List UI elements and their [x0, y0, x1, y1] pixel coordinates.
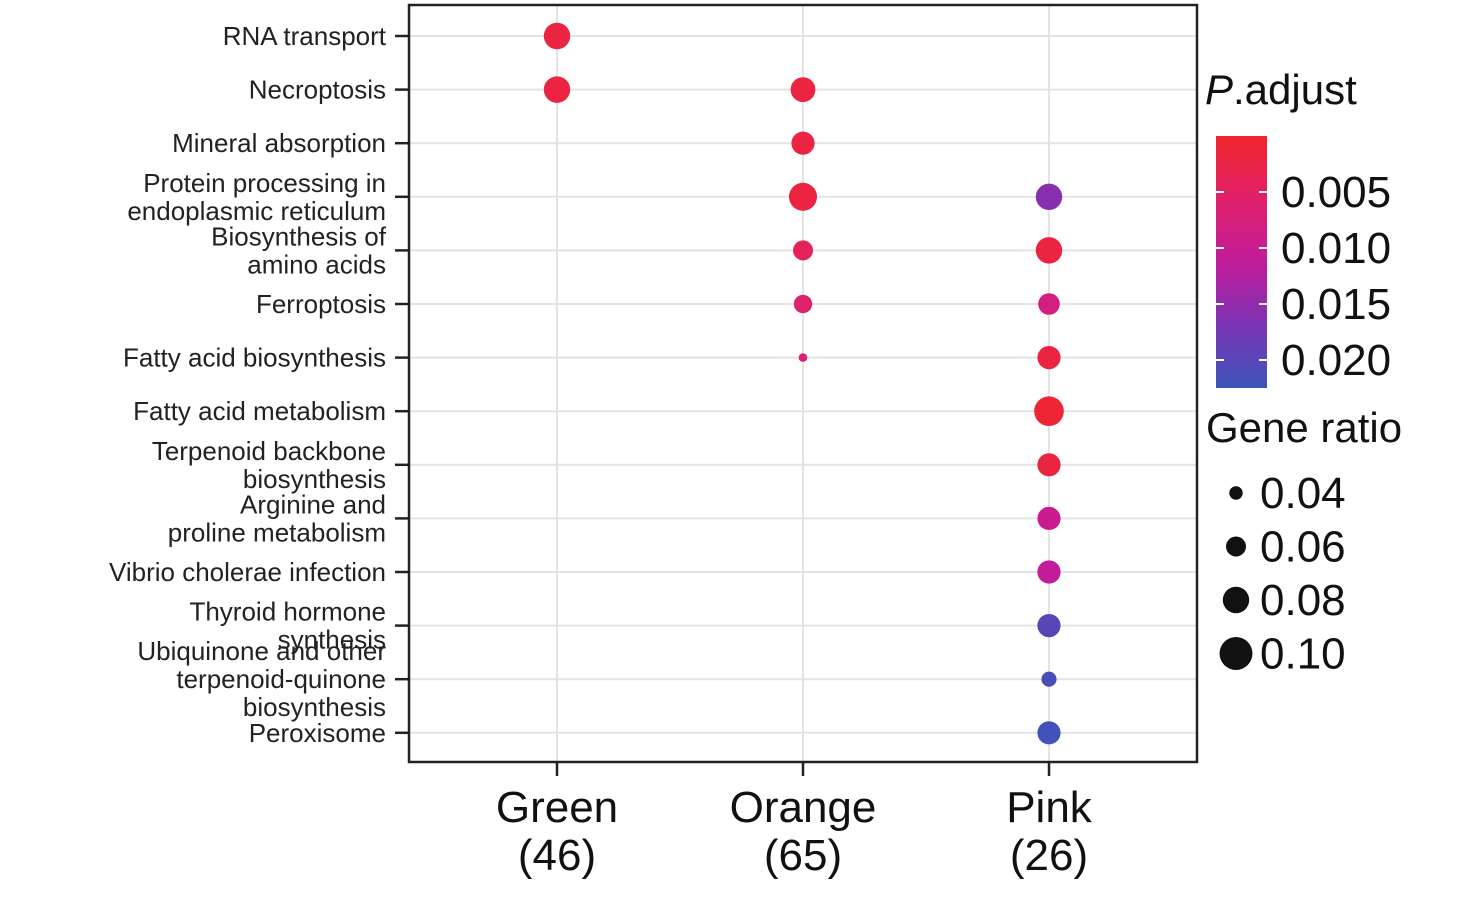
x-tick-label: (26) — [1010, 831, 1088, 880]
y-tick-label: Thyroid hormone — [189, 597, 386, 627]
data-point — [1041, 671, 1057, 687]
x-tick-label: Green — [496, 783, 618, 832]
y-axis: RNA transport Necroptosis Mineral absorpti… — [109, 21, 409, 748]
data-point — [1035, 183, 1063, 211]
color-legend-title: P.adjust — [1205, 66, 1357, 113]
size-legend-items: 0.04 0.060.08 0.10 — [1219, 469, 1346, 679]
data-point — [1037, 346, 1061, 370]
data-points — [543, 22, 1064, 745]
size-legend-dot — [1222, 586, 1250, 614]
color-legend-tick-label: 0.015 — [1281, 280, 1391, 329]
data-point — [793, 294, 813, 314]
data-point — [1037, 506, 1061, 530]
y-tick-label: biosynthesis — [243, 464, 386, 494]
size-legend-dot — [1229, 486, 1243, 500]
y-tick-label: Protein processing in — [143, 168, 386, 198]
size-legend-dot — [1219, 637, 1253, 670]
data-point — [1037, 453, 1061, 477]
y-tick-label: RNA transport — [223, 21, 387, 51]
x-axis: Green(46) Orange(65) Pink(26) — [496, 762, 1093, 880]
data-point — [798, 353, 808, 362]
size-legend-dot — [1226, 536, 1246, 557]
color-legend-tick-label: 0.020 — [1281, 336, 1391, 385]
y-tick-label: Fatty acid metabolism — [133, 396, 386, 426]
color-legend-tick-label: 0.010 — [1281, 224, 1391, 273]
data-point — [1038, 293, 1060, 315]
data-point — [1034, 396, 1064, 427]
y-tick-label: synthesis — [278, 625, 386, 655]
data-point — [793, 240, 813, 261]
color-legend-title-rest: .adjust — [1233, 66, 1357, 113]
x-tick-label: (46) — [518, 831, 596, 880]
data-point — [791, 131, 815, 155]
color-legend-bar — [1216, 136, 1267, 388]
y-tick-label: Ubiquinone and other — [137, 636, 386, 666]
y-tick-label: Necroptosis — [249, 75, 386, 105]
x-tick-label: Pink — [1006, 783, 1093, 832]
y-tick-label: Terpenoid backbone — [152, 436, 386, 466]
data-point — [788, 182, 818, 211]
grid-lines — [409, 5, 1197, 762]
size-legend-label: 0.10 — [1260, 630, 1346, 679]
data-point — [1037, 560, 1061, 584]
size-legend-label: 0.06 — [1260, 523, 1346, 572]
size-legend-label: 0.04 — [1260, 469, 1346, 518]
y-tick-label: biosynthesis — [243, 692, 386, 722]
y-tick-label: terpenoid-quinone — [176, 664, 386, 694]
y-tick-label: Fatty acid biosynthesis — [123, 343, 386, 373]
y-tick-label: Mineral absorption — [172, 128, 386, 158]
size-legend-label: 0.08 — [1260, 576, 1346, 625]
y-tick-label: Biosynthesis of — [211, 221, 387, 251]
y-tick-label: proline metabolism — [168, 517, 386, 547]
y-tick-label: amino acids — [247, 249, 386, 279]
data-point — [543, 76, 571, 103]
y-tick-label: Arginine and — [240, 489, 386, 519]
data-point — [1035, 237, 1063, 264]
data-point — [790, 77, 816, 103]
legend: P.adjust 0.005 0.010 0.015 0.020 Gene ratio… — [1205, 66, 1402, 679]
data-point — [543, 22, 571, 50]
y-tick-label: Vibrio cholerae infection — [109, 557, 386, 587]
y-tick-label: Ferroptosis — [256, 289, 386, 319]
color-legend-ticks: 0.005 0.010 0.015 0.020 — [1216, 168, 1391, 385]
y-tick-label: endoplasmic reticulum — [127, 196, 386, 226]
size-legend-title: Gene ratio — [1206, 404, 1402, 451]
data-point — [1037, 614, 1061, 638]
x-tick-label: Orange — [730, 783, 877, 832]
color-legend-tick-label: 0.005 — [1281, 168, 1391, 217]
color-legend-title-italic: P — [1205, 66, 1233, 113]
data-point — [1037, 721, 1061, 745]
y-tick-label: Peroxisome — [249, 718, 386, 748]
x-tick-label: (65) — [764, 831, 842, 880]
